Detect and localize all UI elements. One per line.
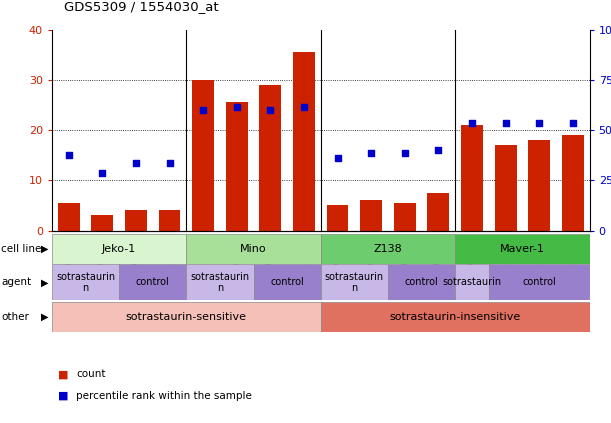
Text: sotrastaurin
n: sotrastaurin n: [325, 272, 384, 293]
Text: control: control: [522, 277, 556, 287]
Point: [534, 119, 544, 126]
Bar: [495, 145, 516, 231]
Bar: [226, 102, 247, 231]
Bar: [58, 203, 79, 231]
Bar: [321, 234, 455, 264]
Text: ▶: ▶: [42, 312, 49, 322]
Text: agent: agent: [1, 277, 31, 287]
Bar: [159, 211, 180, 231]
Bar: [186, 234, 321, 264]
Bar: [461, 125, 483, 231]
Bar: [192, 80, 214, 231]
Text: sotrastaurin: sotrastaurin: [442, 277, 502, 287]
Point: [199, 107, 208, 113]
Text: Z138: Z138: [373, 244, 403, 254]
Point: [367, 149, 376, 156]
Text: cell line: cell line: [1, 244, 42, 254]
Text: control: control: [404, 277, 439, 287]
Text: Mino: Mino: [240, 244, 267, 254]
Point: [333, 154, 343, 161]
Bar: [293, 52, 315, 231]
Bar: [260, 85, 281, 231]
Text: control: control: [270, 277, 304, 287]
Bar: [562, 135, 584, 231]
Bar: [52, 302, 321, 332]
Text: ■: ■: [58, 369, 68, 379]
Point: [299, 104, 309, 111]
Text: sotrastaurin-insensitive: sotrastaurin-insensitive: [390, 312, 521, 322]
Bar: [489, 264, 590, 300]
Bar: [388, 264, 455, 300]
Text: other: other: [1, 312, 29, 322]
Text: ▶: ▶: [42, 277, 49, 287]
Bar: [186, 264, 254, 300]
Text: ■: ■: [58, 390, 68, 401]
Point: [131, 159, 141, 166]
Bar: [92, 215, 113, 231]
Point: [64, 152, 74, 159]
Text: ▶: ▶: [42, 244, 49, 254]
Point: [232, 104, 242, 111]
Bar: [529, 140, 550, 231]
Bar: [254, 264, 321, 300]
Text: sotrastaurin-sensitive: sotrastaurin-sensitive: [126, 312, 247, 322]
Bar: [321, 302, 590, 332]
Point: [467, 119, 477, 126]
Bar: [394, 203, 415, 231]
Text: control: control: [136, 277, 170, 287]
Text: GDS5309 / 1554030_at: GDS5309 / 1554030_at: [64, 0, 219, 13]
Text: count: count: [76, 369, 106, 379]
Point: [434, 147, 444, 154]
Bar: [52, 264, 119, 300]
Text: sotrastaurin
n: sotrastaurin n: [191, 272, 249, 293]
Bar: [455, 264, 489, 300]
Bar: [321, 264, 388, 300]
Bar: [52, 234, 186, 264]
Bar: [125, 211, 147, 231]
Bar: [327, 206, 348, 231]
Text: Jeko-1: Jeko-1: [102, 244, 136, 254]
Point: [568, 119, 578, 126]
Bar: [455, 234, 590, 264]
Point: [400, 149, 410, 156]
Point: [165, 159, 175, 166]
Bar: [119, 264, 186, 300]
Bar: [428, 193, 449, 231]
Point: [266, 107, 276, 113]
Text: sotrastaurin
n: sotrastaurin n: [56, 272, 115, 293]
Bar: [360, 201, 382, 231]
Point: [98, 169, 108, 176]
Text: Maver-1: Maver-1: [500, 244, 545, 254]
Text: percentile rank within the sample: percentile rank within the sample: [76, 390, 252, 401]
Point: [501, 119, 511, 126]
